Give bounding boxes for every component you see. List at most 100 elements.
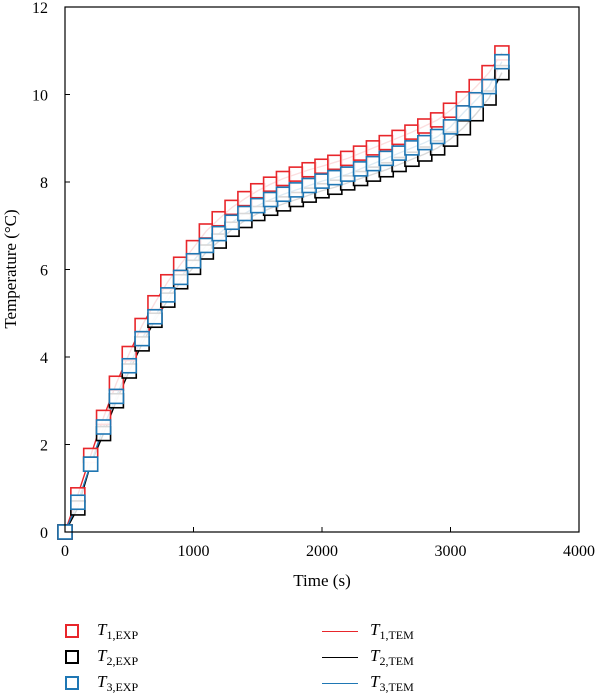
data-point-t1-exp [237, 190, 253, 207]
legend-item-t1-exp: T1,EXP [65, 616, 138, 646]
y-tick-label: 0 [40, 525, 48, 542]
y-axis-title: Temperature (°C) [1, 209, 20, 328]
data-point-t1-exp [160, 273, 176, 290]
data-point-t3-exp [275, 186, 292, 203]
y-tick-label: 4 [40, 350, 48, 367]
data-point-t1-exp [314, 158, 330, 175]
data-point-t1-exp [404, 124, 420, 140]
data-point-t1-exp [352, 145, 369, 161]
legend-line-icon [322, 656, 358, 658]
data-point-t3-exp [262, 191, 279, 208]
data-point-t3-exp [134, 330, 150, 347]
data-point-t3-exp [314, 173, 330, 189]
data-point-t3-exp [185, 252, 202, 269]
data-point-t1-exp [429, 112, 446, 128]
legend: T1,EXP T2,EXP T3,EXP T1,TEM T2,TEM T3,TE… [60, 612, 580, 697]
y-axis-ticks: 0 2 4 6 8 10 12 [32, 0, 70, 542]
data-point-t1-exp [339, 150, 356, 167]
legend-marker-icon [65, 624, 79, 638]
data-point-t3-exp [198, 237, 215, 254]
legend-label: T3,EXP [97, 671, 139, 694]
data-point-t3-exp [211, 225, 227, 242]
legend-label: T2,EXP [97, 645, 139, 668]
y-tick-label: 12 [32, 0, 48, 17]
data-point-t2-exp [455, 119, 472, 136]
data-point-t3-exp [301, 177, 317, 194]
data-point-t3-exp [288, 182, 305, 198]
x-tick-label: 2000 [306, 543, 338, 560]
data-point-t1-exp [147, 294, 163, 311]
data-point-t3-exp [70, 494, 86, 511]
data-point-t3-exp [172, 269, 189, 286]
x-axis-title: Time (s) [293, 571, 350, 590]
data-point-t3-exp [121, 357, 138, 374]
data-point-t3-exp [160, 287, 176, 303]
data-point-t3-exp [108, 388, 125, 405]
data-point-t1-exp [301, 161, 317, 178]
data-point-t1-exp [211, 210, 227, 227]
data-point-t3-exp [327, 169, 343, 186]
plot-frame [64, 6, 580, 533]
legend-item-t3-exp: T3,EXP [65, 668, 138, 698]
legend-line-icon [322, 682, 358, 684]
x-tick-label: 1000 [178, 543, 210, 560]
data-point-t1-exp [481, 64, 497, 81]
data-point-t3-exp [237, 205, 253, 222]
data-point-t3-exp [339, 166, 356, 182]
data-point-t3-exp [404, 140, 420, 156]
data-point-t3-exp [95, 419, 112, 435]
data-point-t1-exp [327, 154, 343, 171]
data-point-t3-exp [352, 161, 369, 177]
data-point-t3-exp [378, 150, 395, 167]
data-point-t1-exp [442, 102, 459, 119]
x-tick-label: 3000 [435, 543, 467, 560]
data-point-t3-exp [481, 78, 497, 95]
legend-label: T1,EXP [97, 619, 139, 642]
data-point-t3-exp [442, 119, 459, 135]
data-point-t1-exp [468, 78, 485, 95]
data-point-t3-exp [391, 145, 407, 161]
data-point-t1-exp [455, 91, 472, 107]
data-point-t1-exp [198, 223, 215, 239]
y-tick-label: 8 [40, 175, 48, 192]
legend-label: T2,TEM [370, 645, 414, 668]
data-point-t1-exp [416, 118, 433, 134]
data-point-t2-exp [468, 105, 485, 122]
data-point-t1-exp [365, 140, 382, 156]
data-point-t1-exp [249, 182, 266, 199]
legend-item-t3-tem: T3,TEM [322, 668, 414, 698]
y-tick-label: 6 [40, 263, 48, 280]
data-point-t1-exp [262, 176, 279, 192]
legend-item-t2-tem: T2,TEM [322, 642, 414, 672]
data-point-t1-exp [391, 129, 407, 146]
data-point-t3-exp [494, 53, 510, 70]
data-point-t1-exp [275, 170, 292, 187]
data-point-t1-exp [172, 256, 189, 273]
data-point-t3-exp [365, 155, 382, 172]
data-point-t3-exp [429, 128, 446, 145]
data-point-t1-exp [134, 317, 150, 334]
data-point-t1-exp [288, 166, 305, 182]
legend-item-t1-tem: T1,TEM [322, 616, 414, 646]
data-point-t3-exp [147, 308, 163, 325]
y-tick-label: 2 [40, 438, 48, 455]
legend-marker-icon [65, 650, 79, 664]
legend-label: T1,TEM [370, 619, 414, 642]
legend-label: T3,TEM [370, 671, 414, 694]
data-point-t3-exp [224, 214, 240, 231]
data-point-t1-exp [108, 375, 125, 392]
data-point-t3-exp [249, 197, 266, 214]
series-markers [57, 45, 510, 540]
x-tick-label: 4000 [563, 543, 595, 560]
data-point-t3-exp [455, 105, 472, 121]
data-point-t3-exp [82, 456, 99, 472]
legend-marker-icon [65, 676, 79, 690]
legend-line-icon [322, 630, 358, 632]
data-point-t1-exp [185, 239, 202, 256]
x-axis-ticks: 0 1000 2000 3000 4000 [61, 527, 595, 560]
legend-item-t2-exp: T2,EXP [65, 642, 138, 672]
data-point-t1-exp [224, 199, 240, 216]
x-tick-label: 0 [61, 543, 69, 560]
data-point-t3-exp [416, 134, 433, 151]
